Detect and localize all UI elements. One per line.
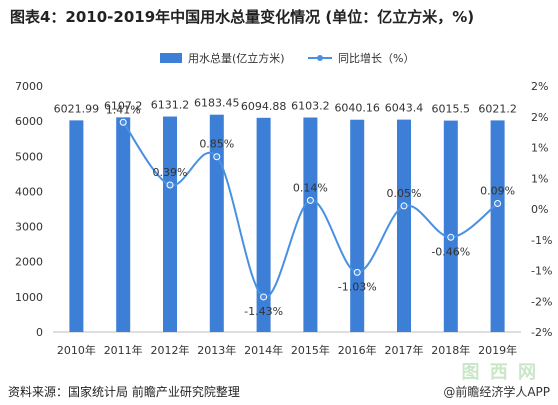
line-value-label: -1.03% [338, 280, 377, 293]
line-point [447, 233, 455, 241]
legend: 用水总量(亿立方米) 同比增长（%） [160, 51, 414, 65]
y-right-tick-label: 1% [531, 142, 548, 155]
line-value-label: 0.05% [387, 187, 422, 200]
line-point [213, 153, 221, 161]
bar [163, 116, 177, 333]
x-tick-label: 2015年 [291, 343, 330, 357]
line-point [400, 202, 408, 210]
bar-value-labels: 6021.99 6107.2 6131.2 6183.45 6094.88 6103.2 6… [54, 97, 517, 116]
source-note: 资料来源：国家统计局 前瞻产业研究院整理 [8, 385, 240, 399]
y-right-tick-label: 1% [531, 172, 548, 185]
x-tick-label: 2010年 [57, 343, 96, 357]
line-value-label: -1.43% [244, 305, 283, 318]
x-tick-label: 2014年 [244, 343, 283, 357]
bar [490, 120, 505, 332]
line-point [166, 181, 174, 189]
y-left-tick-label: 7000 [15, 80, 43, 93]
legend-label-line: 同比增长（%） [338, 51, 414, 65]
bar [303, 117, 318, 332]
x-axis: 2010年 2011年 2012年 2013年 2014年 2015年 2016年 2017年… [53, 331, 521, 357]
line-point [494, 199, 502, 207]
line-series [119, 118, 502, 301]
y-left-tick-label: 6000 [15, 115, 43, 128]
x-tick-label: 2019年 [478, 343, 517, 357]
line-value-label: 0.39% [153, 166, 188, 179]
y-left-tick-label: 1000 [15, 291, 43, 304]
legend-swatch-marker [317, 55, 323, 61]
bar-series [69, 114, 505, 333]
bar-value-label: 6103.2 [291, 100, 330, 113]
y-left-tick-label: 3000 [15, 221, 43, 234]
bar-value-label: 6107.2 [104, 99, 143, 112]
left-axis: 0 1000 2000 3000 4000 5000 6000 7000 [15, 80, 43, 339]
bar-value-label: 6043.4 [385, 102, 424, 115]
y-right-tick-label: -1% [531, 265, 552, 278]
legend-label-bar: 用水总量(亿立方米) [188, 51, 285, 65]
y-right-tick-label: 0% [531, 203, 548, 216]
x-tick-label: 2011年 [104, 343, 143, 357]
x-tick-label: 2017年 [385, 343, 424, 357]
x-tick-label: 2013年 [197, 343, 236, 357]
bar [209, 114, 224, 333]
bar-value-label: 6021.2 [478, 102, 517, 115]
y-right-tick-label: 2% [531, 80, 548, 93]
y-right-tick-label: -2% [531, 326, 552, 339]
line-value-label: 0.14% [293, 181, 328, 194]
legend-swatch-bar [160, 53, 182, 63]
line-value-label: 0.85% [199, 138, 234, 151]
line-point [119, 118, 127, 126]
bar-value-label: 6021.99 [54, 102, 100, 115]
line-value-label: -0.46% [431, 245, 470, 258]
line-point [306, 196, 314, 204]
y-right-tick-label: -2% [531, 295, 552, 308]
bar-value-label: 6040.16 [334, 102, 380, 115]
brand-credit: @前瞻经济学人APP [443, 385, 550, 399]
bar-value-label: 6183.45 [194, 97, 240, 110]
x-tick-label: 2018年 [431, 343, 470, 357]
y-left-tick-label: 5000 [15, 150, 43, 163]
x-tick-label: 2016年 [338, 343, 377, 357]
bar-value-label: 6015.5 [432, 103, 471, 116]
right-axis: 2% 2% 1% 1% 0% -1% -1% -2% -2% [531, 80, 552, 339]
line-value-label: 0.09% [480, 184, 515, 197]
growth-line [122, 121, 499, 298]
bar-value-label: 6131.2 [151, 99, 190, 112]
y-left-tick-label: 0 [36, 326, 43, 339]
y-right-tick-label: -1% [531, 234, 552, 247]
y-left-tick-label: 4000 [15, 185, 43, 198]
bar-value-label: 6094.88 [241, 100, 287, 113]
y-left-tick-label: 2000 [15, 256, 43, 269]
line-point [353, 268, 361, 276]
line-point [260, 293, 268, 301]
chart-title: 图表4：2010-2019年中国用水总量变化情况 (单位：亿立方米，%) [10, 8, 475, 26]
line-value-labels: 1.41% 0.39% 0.85% -1.43% 0.14% -1.03% 0.05% -0.… [106, 103, 515, 318]
x-tick-label: 2012年 [151, 343, 190, 357]
bar [69, 120, 84, 333]
line-value-label: 1.41% [106, 103, 141, 116]
bar [256, 117, 271, 332]
y-right-tick-label: 2% [531, 111, 548, 124]
watermark-stamp: 图 西 网 [461, 362, 538, 383]
bar [116, 117, 131, 332]
bar [397, 119, 411, 332]
bar [350, 119, 365, 332]
bar [443, 120, 458, 332]
